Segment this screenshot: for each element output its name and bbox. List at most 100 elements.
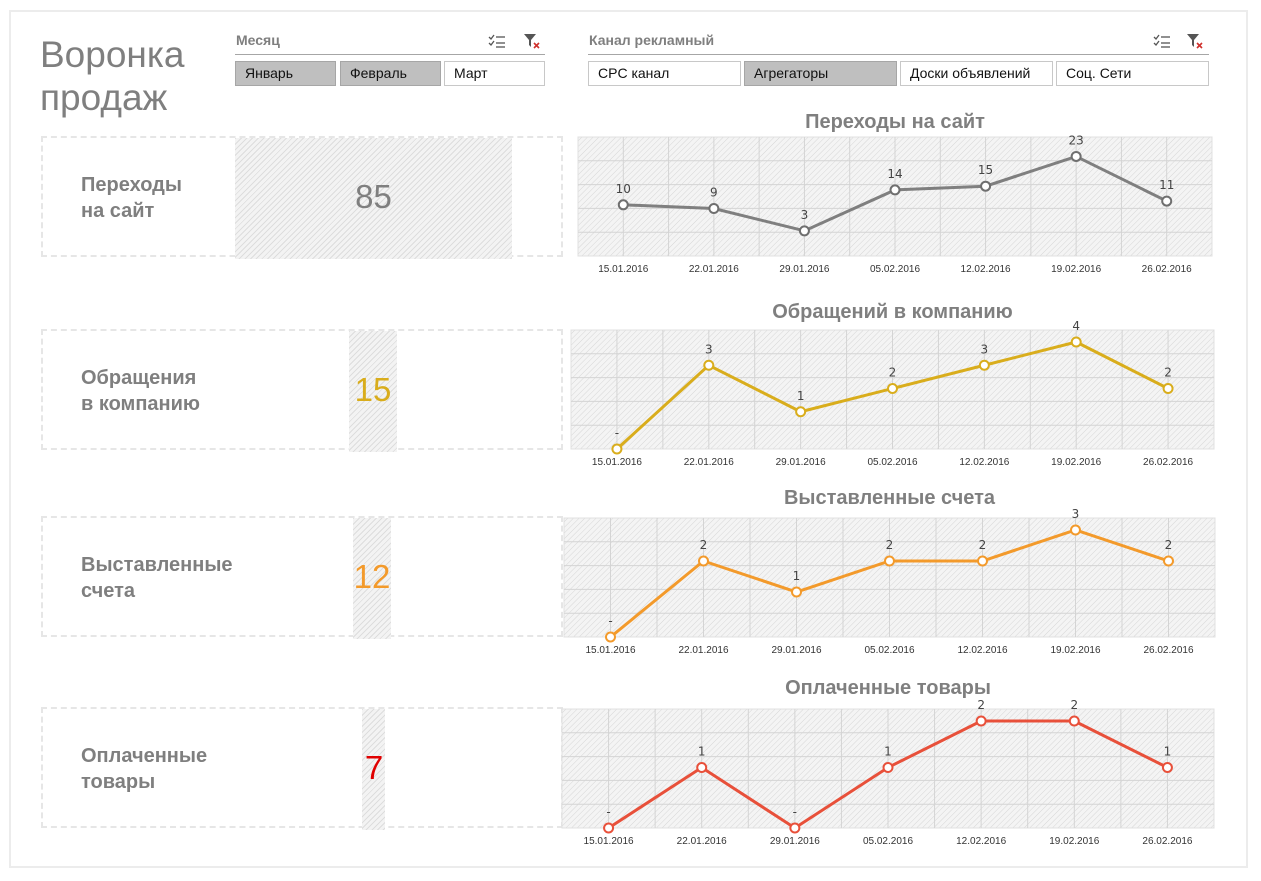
channel-slicer-item-social[interactable]: Соц. Сети [1056,61,1209,86]
kpi-label: Обращения в компанию [81,367,201,415]
x-tick-label: 22.01.2016 [677,836,727,847]
x-tick-label: 15.01.2016 [584,836,634,847]
data-label: - [615,426,619,440]
data-label: 3 [705,342,713,356]
data-point [884,555,895,567]
data-label: 3 [1072,507,1080,521]
line-chart-invoices: - 15.01.2016 2 22.01.2016 1 29.01.2016 2 05.02.… [563,507,1216,656]
data-point [975,715,987,727]
kpi-bar [235,138,512,259]
clear-filter-icon[interactable] [1186,33,1204,49]
data-point [1161,762,1173,773]
month-slicer-item-january[interactable]: Январь [235,61,336,86]
multiselect-icon[interactable] [488,33,506,49]
x-tick-label: 26.02.2016 [1142,836,1192,847]
data-label: - [606,805,610,819]
data-point [789,822,801,834]
data-point [978,359,990,371]
data-label: 2 [886,538,894,552]
kpi-value: 12 [353,558,391,595]
multiselect-icon[interactable] [1153,33,1171,49]
data-point [698,555,709,567]
data-point [795,406,807,418]
x-tick-label: 19.02.2016 [1051,457,1101,468]
month-slicer-caption: Месяц [236,32,280,48]
data-point [1070,336,1082,348]
data-point [1163,555,1174,567]
month-slicer-header: Месяц [235,30,545,55]
data-label: 2 [1165,538,1173,552]
x-tick-label: 29.01.2016 [776,457,826,468]
x-tick-label: 05.02.2016 [867,457,917,468]
data-point [1068,715,1080,727]
kpi-card-paid: Оплаченные товары [41,707,563,828]
data-label: 1 [793,569,801,583]
data-label: 23 [1069,133,1084,147]
data-label: - [608,614,612,628]
chart-title: Обращений в компанию [772,301,1013,323]
channel-slicer-item-cpc[interactable]: CPC канал [588,61,741,86]
month-slicer: Месяц Январь Февраль Март [235,30,545,88]
data-point [617,199,629,211]
kpi-label: Переходы на сайт [81,174,182,222]
x-tick-label: 05.02.2016 [870,264,920,275]
kpi-label: Выставленные счета [81,554,233,602]
data-label: 2 [1070,698,1078,712]
data-label: 4 [1072,319,1080,333]
data-point [791,586,802,598]
data-point [980,180,992,192]
x-tick-label: 26.02.2016 [1142,264,1192,275]
kpi-label: Оплаченные товары [81,745,208,793]
x-tick-label: 05.02.2016 [864,645,914,656]
data-label: 1 [698,745,706,759]
data-label: 11 [1159,178,1174,192]
x-tick-label: 22.01.2016 [678,645,728,656]
x-tick-label: 29.01.2016 [771,645,821,656]
kpi-value: 7 [364,749,384,786]
channel-slicer-item-boards[interactable]: Доски объявлений [900,61,1053,86]
x-tick-label: 29.01.2016 [779,264,829,275]
data-label: 3 [801,208,809,222]
chart-title: Оплаченные товары [785,677,991,699]
line-chart-paid: - 15.01.2016 1 22.01.2016 - 29.01.2016 1 05.02.… [561,698,1215,847]
dashboard-frame [9,10,1248,868]
kpi-card-invoices: Выставленные счета [41,516,563,637]
data-label: 1 [884,745,892,759]
x-tick-label: 05.02.2016 [863,836,913,847]
data-label: 2 [889,366,897,380]
data-point [1070,524,1081,536]
channel-slicer-caption: Канал рекламный [589,32,715,48]
x-tick-label: 26.02.2016 [1143,457,1193,468]
x-tick-label: 15.01.2016 [592,457,642,468]
line-chart-visits: 10 15.01.2016 9 22.01.2016 3 29.01.2016 14 05.0… [577,133,1213,275]
data-point [611,443,623,455]
clear-filter-icon[interactable] [523,33,541,49]
x-tick-label: 15.01.2016 [585,645,635,656]
kpi-bar [353,518,391,639]
data-point [1070,150,1082,162]
data-label: 3 [981,342,989,356]
data-label: 15 [978,163,993,177]
kpi-card-visits: Переходы на сайт [41,136,563,257]
x-tick-label: 19.02.2016 [1049,836,1099,847]
x-tick-label: 19.02.2016 [1050,645,1100,656]
kpi-value: 85 [355,178,392,215]
kpi-value: 15 [354,371,392,408]
plot-area [577,136,1213,257]
data-label: 2 [1164,366,1172,380]
month-slicer-item-february[interactable]: Февраль [340,61,441,86]
x-tick-label: 22.01.2016 [684,457,734,468]
line-chart-requests: - 15.01.2016 3 22.01.2016 1 29.01.2016 2 05.02.… [570,319,1215,468]
data-label: - [793,805,797,819]
channel-slicer-item-aggregators[interactable]: Агрегаторы [744,61,897,86]
month-slicer-item-march[interactable]: Март [444,61,545,86]
kpi-bar [362,709,385,830]
data-point [603,822,615,834]
data-point [708,203,720,215]
chart-title: Выставленные счета [783,487,996,509]
data-point [889,184,901,196]
kpi-card-requests: Обращения в компанию [41,329,563,450]
data-label: 9 [710,186,718,200]
data-point [977,555,988,567]
data-label: 10 [616,182,631,196]
